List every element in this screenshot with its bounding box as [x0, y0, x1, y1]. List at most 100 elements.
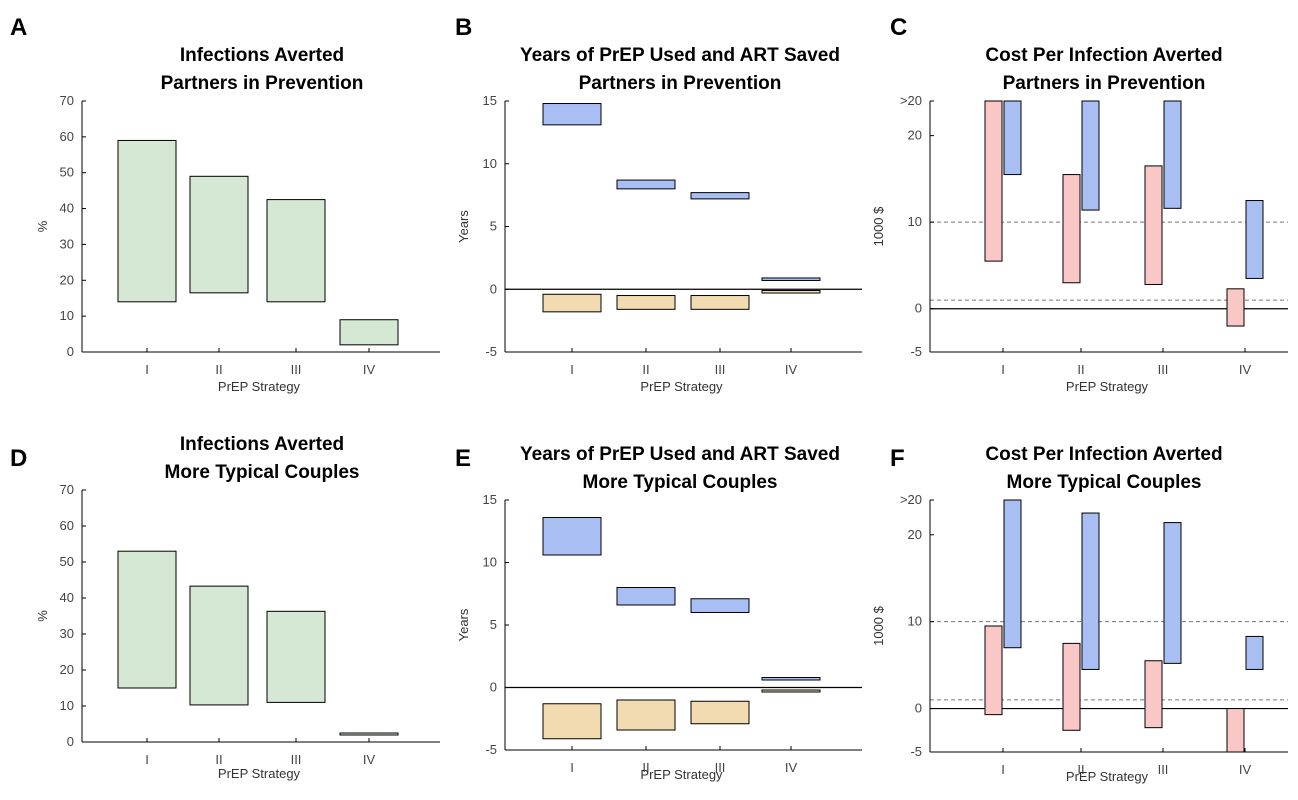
x-axis-label: PrEP Strategy: [640, 767, 723, 782]
y-tick-label: 0: [67, 344, 74, 359]
x-tick-label: I: [1001, 362, 1005, 377]
y-tick-label: 15: [483, 492, 497, 507]
panel-label: F: [890, 445, 905, 472]
bar-blue-ii: [1081, 100, 1100, 211]
y-tick-label: 5: [490, 617, 497, 632]
bar-pink-iv: [1226, 288, 1245, 327]
x-tick-label: III: [715, 760, 726, 775]
bar-blue-iii: [1163, 100, 1182, 209]
y-tick-label: 30: [60, 236, 74, 251]
bar-pink-iv: [1226, 708, 1245, 753]
chart-title-line: More Typical Couples: [583, 472, 778, 493]
y-tick-label: 40: [60, 590, 74, 605]
y-tick-label: 10: [483, 555, 497, 570]
y-tick-label: 10: [908, 214, 922, 229]
bar-green-i: [117, 139, 177, 303]
panel-label: A: [10, 14, 27, 41]
bar-pink-ii: [1062, 174, 1081, 284]
y-tick-label: -5: [485, 742, 497, 757]
bar-pink-i: [984, 100, 1003, 262]
panel-f: F Cost Per Infection Averted More Typical …: [871, 444, 1288, 784]
x-tick-label: II: [215, 752, 222, 767]
bar-green-iii: [266, 199, 326, 303]
panel-label: D: [10, 445, 27, 472]
bar-orange-ii: [616, 295, 676, 310]
y-tick-label: 70: [60, 482, 74, 497]
bar-pink-iii: [1144, 165, 1163, 285]
bar-green-i: [117, 550, 177, 689]
y-axis-label: %: [35, 610, 50, 622]
y-axis-label: Years: [456, 608, 471, 641]
y-tick-label: >20: [900, 93, 922, 108]
y-tick-label: -5: [910, 744, 922, 759]
chart-title-line: More Typical Couples: [165, 462, 360, 483]
x-axis-label: PrEP Strategy: [218, 766, 301, 781]
bar-pink-iii: [1144, 660, 1163, 729]
x-tick-label: III: [1158, 362, 1169, 377]
x-axis-label: PrEP Strategy: [1066, 769, 1149, 784]
x-tick-label: III: [1158, 762, 1169, 777]
y-tick-label: 50: [60, 165, 74, 180]
x-tick-label: III: [291, 752, 302, 767]
y-tick-label: 0: [915, 701, 922, 716]
x-tick-label: IV: [1239, 762, 1252, 777]
y-tick-label: 0: [490, 281, 497, 296]
panel-d: D Infections Averted More Typical Couples 0…: [10, 434, 440, 781]
bar-blue-iii: [1163, 522, 1182, 664]
panel-c: C Cost Per Infection Averted Partners in P…: [871, 14, 1288, 394]
y-tick-label: >20: [900, 492, 922, 507]
bar-orange-iv: [761, 689, 821, 693]
bar-blue-iv: [761, 277, 821, 281]
panel-label: B: [455, 14, 472, 41]
x-tick-label: II: [642, 362, 649, 377]
y-axis-label: 1000 $: [871, 206, 886, 247]
y-tick-label: 20: [60, 662, 74, 677]
y-axis-label: Years: [456, 210, 471, 243]
bar-blue-i: [542, 103, 602, 126]
y-tick-label: 60: [60, 129, 74, 144]
x-tick-label: II: [1077, 762, 1084, 777]
y-tick-label: 10: [60, 698, 74, 713]
y-tick-label: 10: [908, 614, 922, 629]
y-tick-label: 10: [483, 156, 497, 171]
chart-title-line: Years of PrEP Used and ART Saved: [520, 444, 840, 465]
bar-green-iii: [266, 610, 326, 703]
bar-orange-i: [542, 703, 602, 740]
x-tick-label: IV: [363, 362, 376, 377]
x-tick-label: I: [570, 760, 574, 775]
y-tick-label: 0: [67, 734, 74, 749]
x-tick-label: I: [1001, 762, 1005, 777]
bar-blue-iv: [761, 677, 821, 681]
bar-blue-ii: [1081, 512, 1100, 670]
y-tick-label: 0: [490, 680, 497, 695]
chart-title-line: More Typical Couples: [1007, 472, 1202, 493]
y-tick-label: 20: [908, 527, 922, 542]
bar-green-ii: [189, 175, 249, 294]
chart-title-line: Infections Averted: [180, 434, 344, 455]
bar-orange-iii: [690, 700, 750, 725]
bar-blue-iii: [690, 192, 750, 200]
x-tick-label: III: [715, 362, 726, 377]
bar-blue-iv: [1245, 200, 1264, 279]
x-tick-label: II: [642, 760, 649, 775]
bar-orange-iv: [761, 290, 821, 294]
bar-blue-ii: [616, 179, 676, 190]
panel-label: C: [890, 14, 907, 41]
y-axis-label: 1000 $: [871, 605, 886, 646]
bar-orange-ii: [616, 699, 676, 731]
y-tick-label: 15: [483, 93, 497, 108]
bar-blue-i: [542, 517, 602, 556]
bar-orange-i: [542, 293, 602, 313]
x-tick-label: IV: [1239, 362, 1252, 377]
y-tick-label: 10: [60, 308, 74, 323]
y-axis-label: %: [35, 220, 50, 232]
x-tick-label: IV: [785, 362, 798, 377]
y-tick-label: 20: [908, 128, 922, 143]
y-tick-label: 40: [60, 201, 74, 216]
x-tick-label: I: [145, 752, 149, 767]
x-tick-label: II: [215, 362, 222, 377]
panel-a: A Infections Averted Partners in Preventio…: [10, 14, 440, 394]
bar-blue-i: [1003, 499, 1022, 649]
panel-e: E Years of PrEP Used and ART Saved More Ty…: [455, 444, 862, 782]
bar-pink-ii: [1062, 642, 1081, 731]
